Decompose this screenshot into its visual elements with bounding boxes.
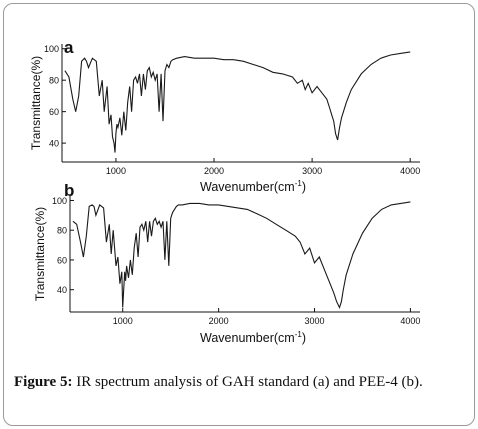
panel-a-xtick-label: 2000: [204, 166, 224, 176]
figure-caption-label: Figure 5:: [14, 374, 73, 390]
panel-a-xtick-label: 4000: [400, 166, 420, 176]
panel-a-ytick-label: 80: [49, 76, 59, 86]
panel-b: b Transmittance(%) 40 60 80 100 1000 2000 300…: [33, 181, 420, 345]
panel-b-xtick-label: 4000: [400, 316, 420, 326]
figure-frame: [3, 3, 475, 426]
panel-a-xtick-label: 3000: [302, 166, 322, 176]
panel-a-ytick-label: 60: [49, 107, 59, 117]
panel-a-xticks: 1000 2000 3000 4000: [106, 158, 420, 176]
panel-b-ytick-label: 60: [57, 255, 67, 265]
panel-a: a Transmittance(%) 40 60 80 100 1000 2000 300…: [29, 38, 420, 194]
panel-b-y-axis-label: Transmittance(%): [33, 207, 47, 301]
panel-b-xticks: 1000 2000 3000 4000: [113, 308, 420, 326]
panel-b-label: b: [64, 181, 74, 200]
panel-a-yticks: 40 60 80 100: [44, 44, 66, 149]
panel-a-x-axis-label: Wavenumber(cm-1): [200, 179, 306, 194]
panel-a-ytick-label: 40: [49, 139, 59, 149]
panel-a-spectrum-line: [64, 51, 411, 153]
panel-a-label: a: [64, 38, 74, 57]
panel-b-yticks: 40 60 80 100: [52, 196, 74, 295]
panel-a-xtick-label: 1000: [106, 166, 126, 176]
panel-b-xtick-label: 1000: [113, 316, 133, 326]
panel-a-y-axis-label: Transmittance(%): [29, 56, 43, 150]
panel-a-ytick-label: 100: [44, 44, 59, 54]
panel-b-xtick-label: 3000: [305, 316, 325, 326]
panel-b-ytick-label: 100: [52, 196, 67, 206]
panel-b-ytick-label: 40: [57, 285, 67, 295]
panel-b-spectrum-line: [72, 201, 411, 309]
panel-b-x-axis-label: Wavenumber(cm-1): [200, 330, 306, 345]
panel-b-xtick-label: 2000: [209, 316, 229, 326]
figure-caption: Figure 5: IR spectrum analysis of GAH st…: [14, 374, 469, 391]
panel-b-ytick-label: 80: [57, 226, 67, 236]
figure-caption-text: IR spectrum analysis of GAH standard (a)…: [72, 374, 423, 390]
